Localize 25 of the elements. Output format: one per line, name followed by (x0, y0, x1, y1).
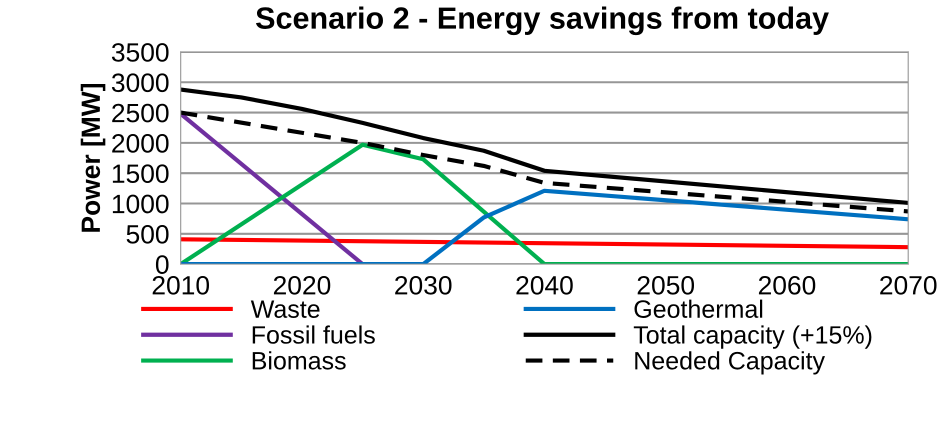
legend-label: Fossil fuels (252, 325, 375, 344)
x-tick-label: 2010 (152, 276, 210, 295)
x-tick-label: 2050 (638, 276, 694, 295)
legend-label: Waste (250, 300, 320, 318)
y-tick-label: 3500 (112, 43, 169, 62)
line-series (180, 87, 908, 205)
y-tick-label: 2000 (112, 134, 169, 153)
legend-label: Total capacity (+15%) (634, 325, 872, 349)
chart-title: Scenario 2 - Energy savings from today (256, 6, 829, 36)
legend-label: Biomass (252, 351, 346, 370)
legend-label: Needed Capacity (635, 351, 825, 375)
y-tick-label: 500 (126, 224, 169, 244)
y-tick-label: 2500 (112, 104, 169, 122)
x-tick-label: 2030 (395, 276, 452, 295)
y-tick-label: 1000 (112, 194, 169, 214)
y-axis-title: Power [MW] (80, 84, 106, 232)
line-series (180, 110, 908, 214)
x-tick-label: 2060 (758, 276, 816, 295)
y-tick-label: 0 (156, 255, 169, 274)
legend-label: Geothermal (634, 300, 762, 318)
y-tick-label: 3000 (112, 73, 169, 92)
x-tick-label: 2040 (516, 276, 573, 295)
y-tick-label: 1500 (112, 164, 169, 184)
x-tick-label: 2020 (274, 276, 330, 295)
x-tick-label: 2070 (880, 276, 937, 295)
